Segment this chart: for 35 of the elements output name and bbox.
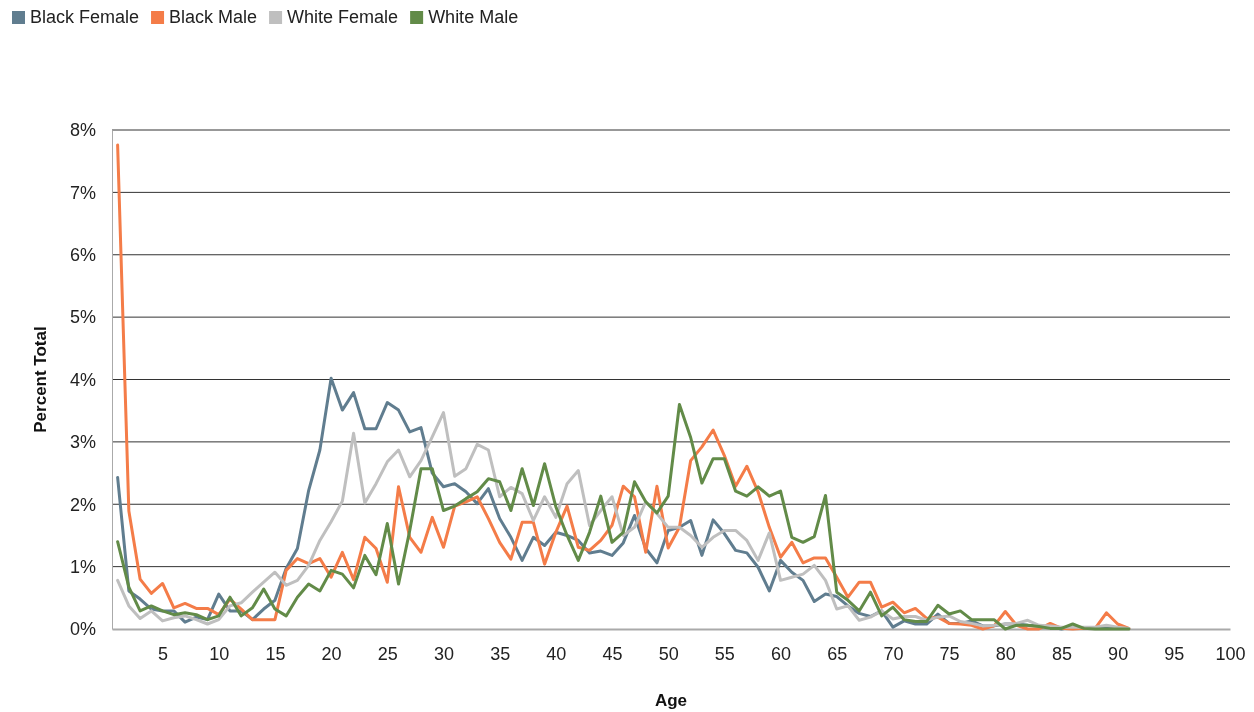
y-tick-label: 3% [69,432,96,453]
x-tick-label: 95 [1164,643,1185,664]
x-tick-label: 15 [265,643,286,664]
y-tick-label: 2% [69,494,96,515]
x-tick-label: 55 [714,643,735,664]
x-tick-label: 75 [939,643,960,664]
y-tick-label: 1% [69,556,96,577]
legend-label: Black Male [169,7,258,27]
legend-label: Black Female [30,7,140,27]
legend-label: White Male [428,7,519,27]
y-axis-title: Percent Total [31,326,50,433]
x-tick-label: 20 [321,643,342,664]
x-tick-label: 80 [995,643,1016,664]
x-tick-label: 70 [883,643,904,664]
x-tick-label: 25 [377,643,398,664]
x-tick-label: 40 [546,643,567,664]
x-tick-label: 10 [209,643,230,664]
x-tick-label: 90 [1108,643,1129,664]
x-tick-label: 5 [158,643,169,664]
x-tick-label: 35 [490,643,511,664]
y-tick-label: 5% [69,307,96,328]
y-tick-label: 7% [69,182,96,203]
x-tick-label: 45 [602,643,623,664]
y-tick-label: 4% [69,369,96,390]
x-tick-label: 50 [658,643,679,664]
x-tick-label: 30 [433,643,454,664]
x-tick-label: 65 [827,643,848,664]
x-tick-label: 85 [1051,643,1072,664]
y-tick-label: 8% [69,120,96,141]
y-tick-label: 6% [69,245,96,266]
legend-label: White Female [287,7,399,27]
x-tick-label: 60 [771,643,792,664]
x-axis-title: Age [654,691,688,710]
x-tick-label: 100 [1215,643,1246,664]
y-tick-label: 0% [69,619,96,640]
